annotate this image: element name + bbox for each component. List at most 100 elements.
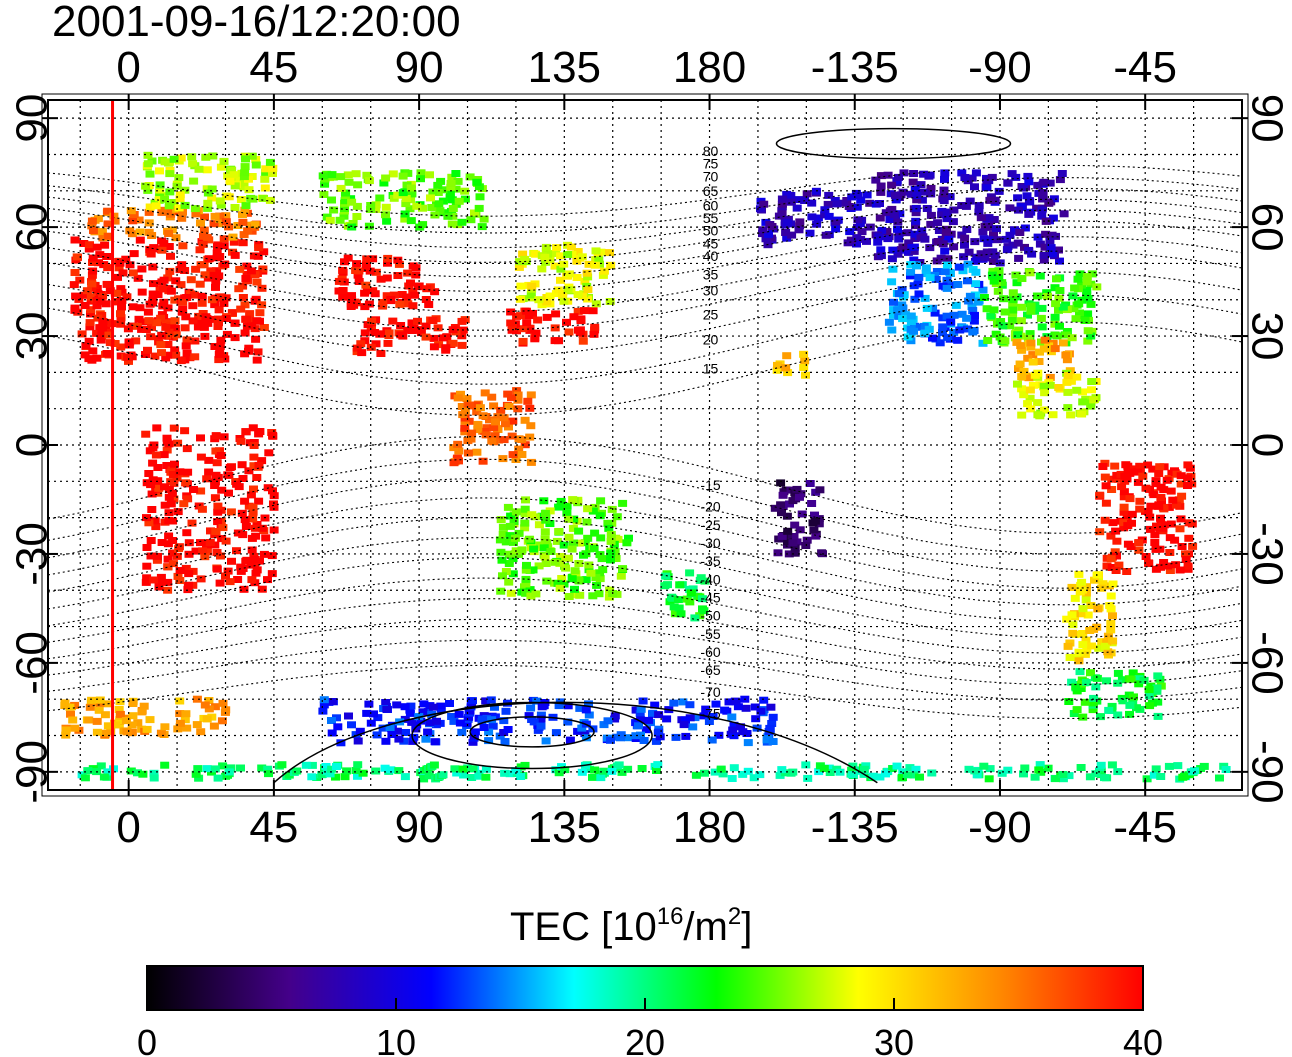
tec-cell [531, 250, 541, 258]
tec-cell [240, 163, 250, 171]
tec-cell [550, 262, 560, 270]
tec-cell [1143, 461, 1153, 469]
tec-cell [428, 317, 438, 324]
tec-cell [182, 445, 192, 453]
tec-cell [969, 317, 979, 325]
tec-cell [1050, 313, 1060, 321]
tec-cell [788, 497, 798, 505]
tec-region [60, 695, 231, 739]
tec-cell [424, 301, 434, 308]
tec-cell [145, 300, 155, 308]
tec-cell [1089, 396, 1099, 404]
tec-cell [1091, 683, 1101, 691]
y-tick-label-left: 60 [7, 203, 56, 252]
tec-cell [210, 482, 220, 489]
tec-cell [562, 502, 572, 510]
tec-cell [531, 329, 541, 337]
y-tick-label-left: 30 [7, 312, 56, 361]
tec-cell [539, 497, 549, 505]
tec-cell [204, 255, 214, 263]
tec-cell [937, 211, 947, 219]
tec-cell [222, 330, 232, 338]
tec-cell [239, 585, 249, 593]
tec-region [77, 314, 263, 365]
tec-cell [506, 319, 516, 327]
tec-cell [358, 769, 368, 777]
tec-cell [1043, 292, 1052, 300]
tec-cell [367, 317, 377, 325]
tec-cell [81, 342, 91, 350]
tec-cell [447, 713, 457, 720]
tec-cell [868, 772, 878, 780]
tec-cell [909, 771, 919, 779]
tec-cell [635, 709, 645, 717]
tec-cell [651, 737, 661, 745]
tec-cell [194, 312, 204, 320]
tec-cell [807, 500, 817, 507]
tec-cell [249, 462, 259, 470]
tec-cell [421, 322, 431, 330]
tec-cell [931, 275, 941, 283]
tec-cell [1146, 502, 1156, 510]
tec-cell [1083, 611, 1093, 619]
tec-cell [1125, 710, 1134, 718]
tec-cell [1142, 775, 1152, 783]
tec-cell [103, 220, 113, 228]
tec-cell [151, 451, 161, 459]
tec-cell [162, 446, 172, 454]
tec-cell [161, 354, 171, 362]
tec-cell [497, 556, 507, 564]
tec-cell [550, 324, 560, 332]
tec-cell [207, 194, 217, 202]
tec-cell [899, 291, 909, 299]
tec-cell [1101, 482, 1111, 490]
tec-cell [301, 761, 311, 769]
tec-cell [393, 191, 403, 199]
tec-cell [202, 315, 212, 322]
tec-cell [1078, 630, 1088, 637]
tec-cell [481, 431, 491, 439]
tec-cell [212, 459, 222, 467]
tec-cell [563, 286, 573, 293]
tec-cell [559, 260, 569, 268]
tec-cell [1000, 337, 1010, 345]
tec-cell [1156, 494, 1166, 501]
tec-cell [1033, 181, 1043, 189]
magnetic-latitude-contour [48, 664, 1242, 720]
tec-cell [214, 356, 224, 364]
tec-region [884, 260, 988, 347]
tec-cell [509, 538, 518, 546]
tec-cell [1108, 612, 1117, 620]
tec-cell [138, 770, 148, 778]
tec-cell [163, 555, 173, 563]
tec-cell [572, 274, 582, 281]
tec-cell [1080, 650, 1090, 658]
tec-cell [202, 475, 212, 483]
tec-cell [211, 447, 221, 455]
tec-cell [85, 241, 94, 249]
tec-cell [521, 307, 531, 315]
tec-cell [514, 263, 524, 271]
tec-cell [378, 724, 388, 732]
tec-cell [236, 437, 246, 445]
tec-cell [480, 427, 490, 435]
tec-cell [178, 242, 188, 250]
tec-cell [617, 768, 627, 776]
tec-cell [953, 281, 963, 288]
tec-cell [473, 420, 483, 428]
tec-cell [234, 483, 244, 491]
tec-cell [989, 277, 999, 285]
tec-cell [728, 726, 738, 734]
tec-cell [406, 279, 415, 287]
tec-cell [96, 336, 106, 344]
tec-cell [1183, 461, 1193, 469]
tec-cell [1102, 562, 1112, 570]
tec-cell [920, 294, 930, 302]
tec-cell [574, 527, 584, 535]
x-tick-label-top: 45 [249, 43, 298, 92]
tec-cell [157, 206, 167, 214]
tec-cell [167, 226, 177, 234]
contour-label: -75 [700, 706, 720, 722]
tec-cell [462, 395, 472, 403]
tec-cell [583, 505, 593, 513]
